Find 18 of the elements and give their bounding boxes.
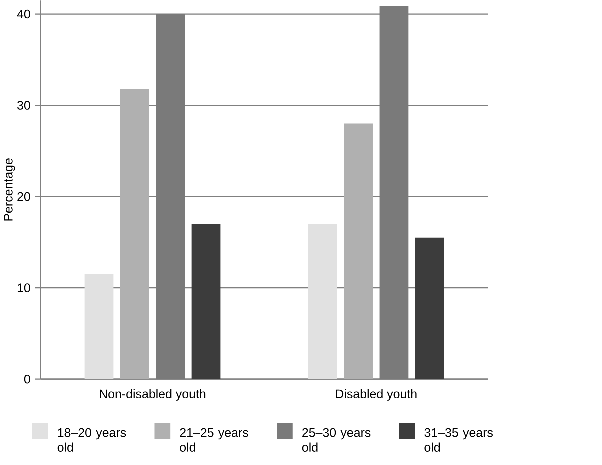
legend-label: 21–25 years old [180,428,248,452]
bar [120,89,150,380]
x-tick-label: Non-disabled youth [100,389,206,401]
legend-label: 25–30 years old [302,428,371,452]
legend-label: 18–20 years old [58,428,126,452]
bar [84,274,114,380]
y-tick-label: 30 [18,101,30,110]
legend-label: 31–35 years old [424,428,493,452]
y-tick-label: 40 [17,10,30,19]
x-tick-label: Disabled youth [336,389,417,401]
y-tick-label: 0 [24,374,30,384]
bar [415,238,444,380]
bar [192,224,221,380]
bar [344,124,373,380]
y-tick-label: 20 [18,192,30,202]
bar [308,224,338,380]
y-axis-title: Percentage [4,158,16,221]
y-tick-label: 10 [18,284,30,292]
